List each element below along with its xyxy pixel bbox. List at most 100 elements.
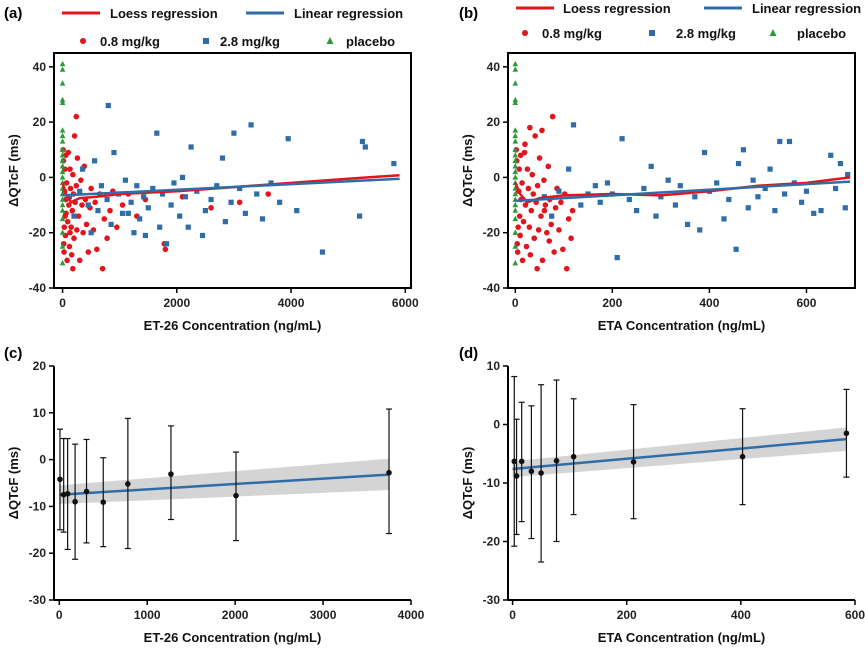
placebo-point [512,201,519,208]
dose-28-point [77,188,83,194]
dose-08-point [568,235,574,242]
dose-28-point [111,149,117,156]
placebo-point [59,80,66,86]
panel-a-label: (a) [4,5,22,22]
placebo-point [59,99,66,105]
dose-08-point [514,249,521,255]
dose-08-point [515,224,521,230]
dose-08-point [67,185,74,192]
dose-28-point [98,183,105,189]
dose-08-point [565,216,572,222]
dose-28-point [219,155,226,161]
dose-08-point [92,199,98,206]
dose-28-point [88,230,94,236]
dose-28-point [745,205,751,211]
dose-28-point [592,183,598,189]
y-tick-label: -30 [29,593,47,607]
x-axis-label: ETA Concentration (ng/mL) [598,630,766,645]
dose-28-point [179,174,186,181]
y-tick-label: -20 [483,535,501,549]
y-axis-label: ΔQTcF (ms) [460,134,475,207]
placebo-point [59,96,66,103]
placebo-point [59,157,66,164]
dose-28-point [79,166,86,172]
dose-08-point [80,229,86,236]
dose-08-point [208,205,214,211]
dose-28-point [597,199,603,205]
dose-28-point [767,166,773,172]
dose-08-point [558,199,564,206]
legend-dose28-label: 2.8 mg/kg [220,34,280,49]
dose-28-point [714,180,720,186]
data-point [528,468,535,475]
dose-28-point [740,147,746,153]
y-tick-label: 40 [33,60,47,74]
data-point [386,469,392,476]
dose-28-point [202,207,208,214]
x-tick-label: 3000 [310,608,337,622]
dose-08-point [70,171,76,178]
dose-08-point [527,252,534,258]
plot-frame [507,52,856,289]
dose-28-point [141,194,147,200]
dose-28-point [145,205,151,211]
y-tick-label: 0 [39,170,46,184]
legend-loess-label: Loess regression [110,6,218,21]
data-point [233,492,239,499]
dose-28-point [782,191,788,197]
dose-28-point [208,196,214,203]
dose-08-point [546,238,553,244]
y-tick-label: -30 [483,593,501,607]
dose-28-point [91,158,98,164]
placebo-point [512,152,519,158]
dose-08-point [79,202,85,208]
dose-28-point [634,207,640,214]
dose-28-point [362,144,368,150]
dose-28-point [832,185,839,192]
dose-28-point [242,210,248,216]
x-tick-label: 6000 [392,296,419,310]
panel-d-errorbar: (d) 0 200 400 600 -30 -20 -10 0 10 ETA Concentrat… [459,345,865,645]
dose-08-point [524,166,531,172]
dose-28-point [134,183,140,189]
dose-28-point [626,196,632,203]
dose-28-point [142,232,148,239]
legend-a: Loess regression Linear regression 0.8 m… [62,6,403,49]
dose-08-point [73,182,80,189]
dose-28-point [701,149,708,156]
dose-28-point [268,180,274,186]
dose-08-point [539,127,545,134]
dose-08-point [549,113,556,120]
x-tick-label: 4000 [278,296,305,310]
dose-28-point [185,224,191,230]
dose-28-point [228,199,234,205]
x-axis-label: ET-26 Concentration (ng/mL) [144,630,322,645]
placebo-point [512,259,519,266]
dose-28-point [163,241,170,247]
placebo-point [59,146,66,152]
placebo-point [512,215,519,222]
dose-28-point [811,210,817,216]
dose-28-point [735,160,742,167]
dose-08-point [544,229,550,236]
dose-28-point [125,210,131,216]
x-tick-label: 0 [512,296,519,310]
dose-08-point [71,235,77,242]
dose-08-point [61,249,67,255]
dose-08-point [528,207,535,214]
legend-placebo-label: placebo [797,26,846,41]
dose-28-point [108,221,114,228]
y-tick-label: -20 [29,546,47,560]
dose-28-point [648,163,654,169]
placebo-point [59,196,66,202]
legend-linear-label: Linear regression [294,6,403,21]
placebo-point [59,163,66,169]
dose-08-point [516,213,523,219]
placebo-point [512,157,519,164]
dose-08-point [535,227,542,233]
placebo-point [512,243,519,249]
placebo-point [512,60,519,67]
placebo-point [59,127,66,133]
y-tick-label: 10 [33,406,47,420]
